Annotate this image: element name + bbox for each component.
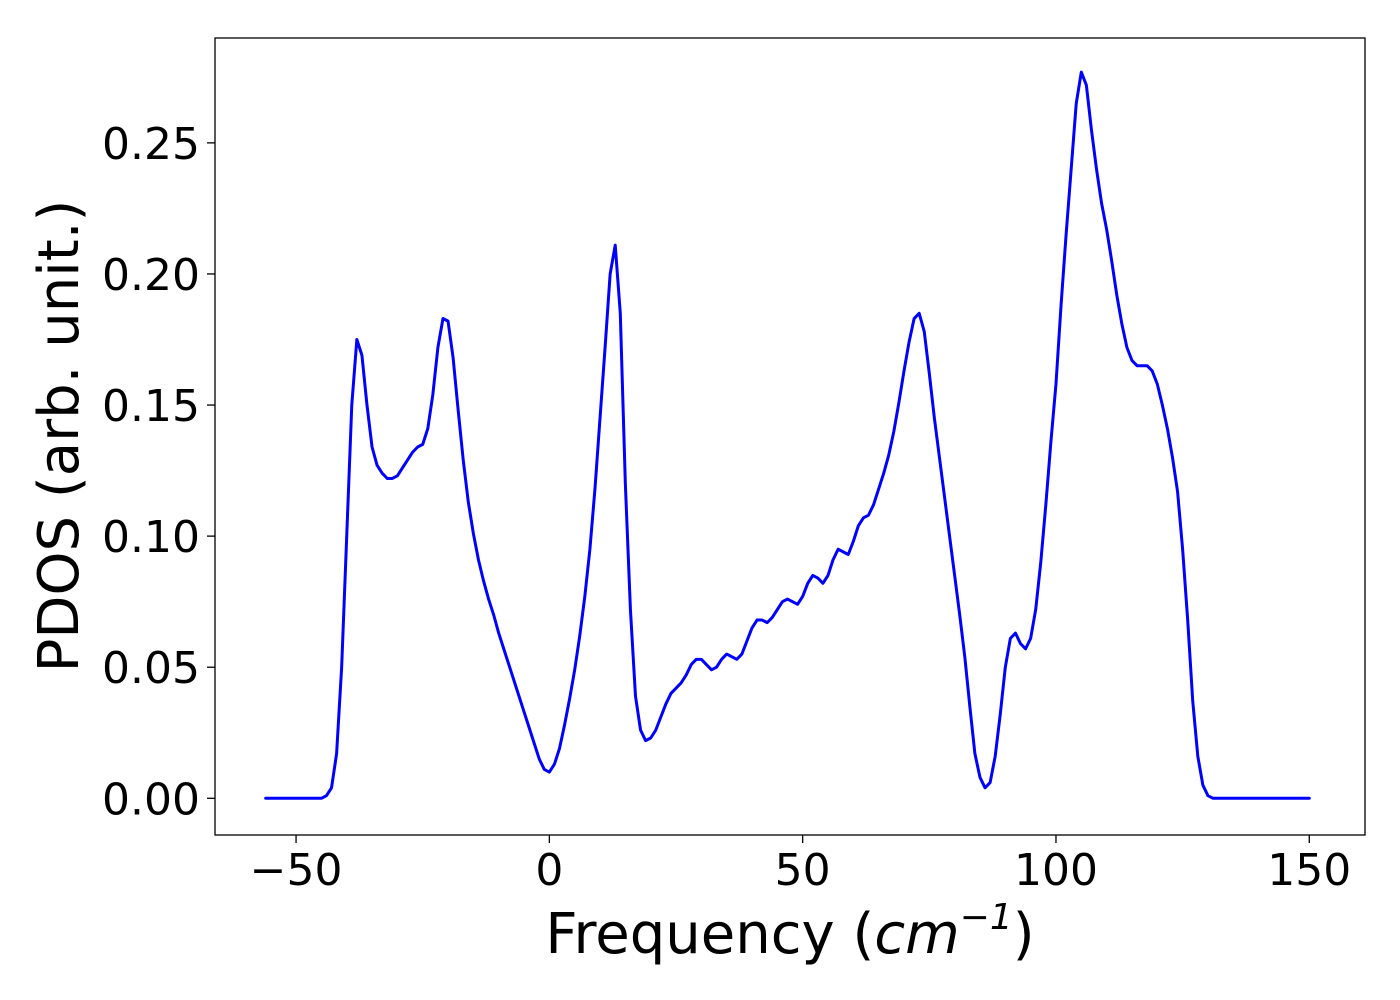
- pdos-series-line: [264, 70, 1311, 800]
- y-tick-label: 0.25: [102, 119, 200, 170]
- y-tick-label: 0.15: [102, 381, 200, 432]
- y-tick-label: 0.00: [102, 774, 200, 825]
- x-tick-label: 0: [535, 845, 563, 896]
- y-tick-label: 0.05: [102, 643, 200, 694]
- x-axis-title-exponent: −1: [960, 897, 1013, 938]
- x-axis-ticks: −50 0 50 100 150: [250, 835, 1351, 896]
- x-tick-label: 50: [775, 845, 831, 896]
- x-tick-label: 150: [1267, 845, 1351, 896]
- x-axis-title-prefix: Frequency (: [545, 902, 874, 967]
- plot-area-frame: [214, 37, 1366, 836]
- series-layer: [264, 70, 1311, 800]
- y-tick-label: 0.20: [102, 250, 200, 301]
- x-axis-title: Frequency (cm−1): [545, 897, 1034, 967]
- x-tick-label: 100: [1014, 845, 1098, 896]
- x-axis-title-suffix: ): [1013, 902, 1035, 967]
- y-axis-ticks: 0.00 0.05 0.10 0.15 0.20 0.25: [102, 119, 215, 825]
- x-axis-title-unit: cm: [874, 902, 959, 967]
- y-axis-title: PDOS (arb. unit.): [27, 200, 92, 673]
- y-tick-label: 0.10: [102, 512, 200, 563]
- x-tick-label: −50: [250, 845, 343, 896]
